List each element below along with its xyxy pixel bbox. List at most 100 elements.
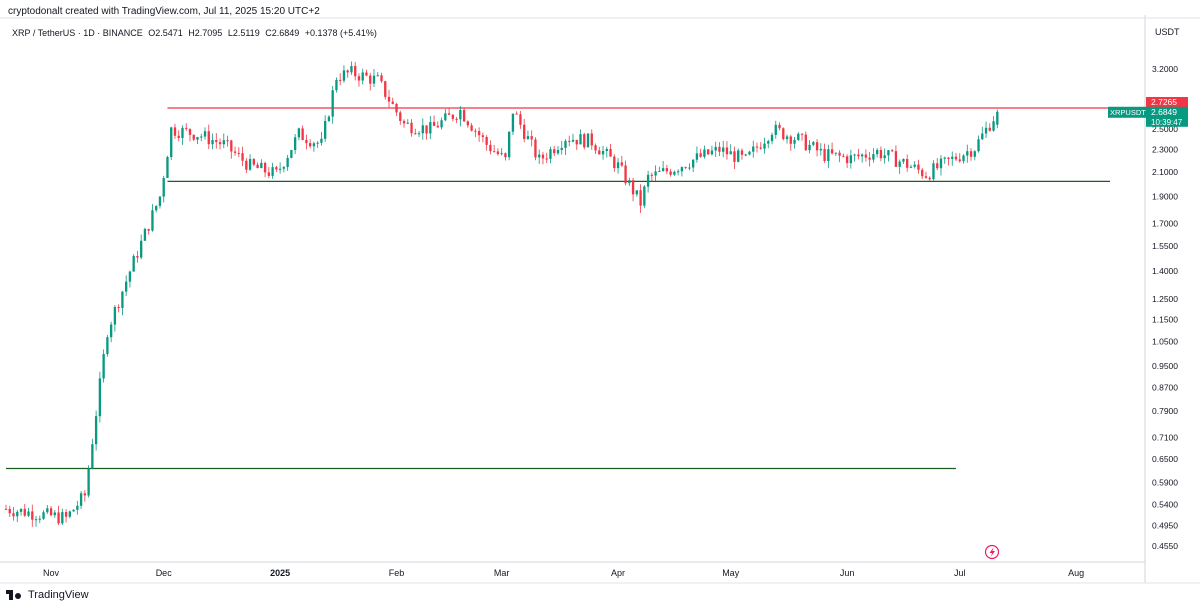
- candle-body: [477, 131, 481, 136]
- candle-body: [654, 171, 657, 176]
- candle-body: [718, 146, 721, 152]
- candle-body: [87, 468, 90, 496]
- candle-body: [763, 143, 766, 149]
- symbol-legend[interactable]: XRP / TetherUS · 1D · BINANCE O2.5471 H2…: [12, 28, 380, 38]
- candle-body: [639, 190, 642, 206]
- candle-body: [414, 133, 417, 135]
- candle-body: [891, 150, 894, 152]
- candle-body: [523, 124, 526, 140]
- candle-body: [470, 125, 473, 131]
- candle-body: [778, 124, 781, 129]
- candle-body: [271, 167, 274, 176]
- candle-body: [245, 160, 248, 170]
- candle-body: [939, 158, 943, 169]
- price-tick-label: 2.5000: [1152, 124, 1178, 134]
- candle-body: [417, 133, 421, 135]
- candle-body: [977, 139, 980, 152]
- candle-body: [57, 512, 60, 524]
- candle-body: [699, 153, 702, 157]
- candle-body: [402, 120, 406, 124]
- candle-body: [346, 70, 349, 73]
- candle-body: [947, 157, 950, 159]
- candle-body: [46, 508, 49, 513]
- candle-body: [804, 134, 807, 151]
- candle-body: [650, 174, 654, 176]
- candle-body: [646, 174, 650, 187]
- price-tick-label: 2.1000: [1152, 167, 1178, 177]
- candle-body: [369, 75, 372, 84]
- price-tick-label: 0.4950: [1152, 521, 1178, 531]
- candle-body: [308, 143, 312, 147]
- candle-body: [838, 152, 841, 156]
- candle-body: [549, 149, 552, 159]
- candle-body: [241, 153, 244, 161]
- time-tick-label: Feb: [389, 568, 405, 578]
- tradingview-footer[interactable]: TradingView: [6, 589, 89, 601]
- candle-body: [594, 145, 597, 151]
- candle-body: [722, 147, 725, 152]
- candle-body: [230, 140, 233, 152]
- candle-body: [447, 113, 451, 115]
- candle-body: [834, 152, 838, 154]
- candle-body: [16, 511, 19, 517]
- price-tick-label: 0.4550: [1152, 541, 1178, 551]
- candle-body: [462, 109, 466, 122]
- candle-body: [237, 152, 240, 154]
- candle-body: [31, 511, 34, 520]
- candle-body: [628, 180, 631, 184]
- price-axis: USDT 3.2000 2.5000 2.3000 2.1000 1.9000 1.7000…: [1152, 27, 1180, 551]
- candle-body: [192, 134, 195, 140]
- candle-body: [553, 149, 556, 154]
- candle-body: [673, 171, 676, 175]
- candle-body: [966, 151, 969, 156]
- candle-body: [857, 154, 860, 157]
- candle-body: [27, 511, 30, 516]
- candle-body: [917, 164, 920, 170]
- candle-body: [519, 114, 522, 125]
- candle-body: [755, 146, 759, 148]
- candle-body: [830, 149, 834, 154]
- candle-body: [898, 161, 901, 167]
- candle-body: [545, 158, 548, 160]
- candle-body: [808, 144, 811, 151]
- symbol-name[interactable]: XRP / TetherUS · 1D · BINANCE: [12, 28, 143, 38]
- chart-credit: cryptodonalt created with TradingView.co…: [8, 6, 320, 17]
- candle-body: [601, 150, 605, 155]
- candle-body: [455, 118, 458, 120]
- time-tick-label: Apr: [611, 568, 625, 578]
- candle-body: [725, 147, 729, 155]
- candle-body: [387, 96, 391, 102]
- time-axis: Nov Dec 2025 Feb Mar Apr May Jun Jul Aug: [43, 568, 1084, 578]
- candle-body: [616, 162, 620, 169]
- candle-body: [83, 493, 87, 496]
- candle-body: [282, 167, 286, 169]
- candle-body: [909, 166, 913, 168]
- candle-body: [395, 103, 398, 113]
- candle-body: [474, 130, 477, 132]
- candle-body: [571, 139, 575, 142]
- lightning-icon[interactable]: [984, 544, 1000, 560]
- time-tick-label: Dec: [156, 568, 173, 578]
- candle-body: [733, 151, 736, 162]
- candle-body: [162, 177, 165, 197]
- candle-body: [327, 116, 331, 121]
- candle-body: [669, 171, 672, 175]
- candle-body: [849, 155, 853, 164]
- candle-body: [136, 256, 139, 258]
- level-price-label: 2.7265: [1151, 97, 1177, 107]
- ohlc-close: C2.6849: [265, 28, 300, 38]
- candle-body: [4, 508, 8, 510]
- candle-body: [579, 134, 582, 145]
- candle-body: [79, 493, 83, 506]
- candle-body: [996, 111, 999, 125]
- horizontal-lines-layer: [6, 107, 1110, 470]
- candle-body: [954, 156, 958, 160]
- candle-body: [466, 121, 470, 126]
- candle-body: [981, 133, 984, 140]
- candle-body: [714, 146, 717, 151]
- candle-body: [331, 90, 334, 117]
- candle-body: [354, 65, 357, 77]
- candle-body: [181, 127, 184, 138]
- candle-body: [481, 135, 485, 138]
